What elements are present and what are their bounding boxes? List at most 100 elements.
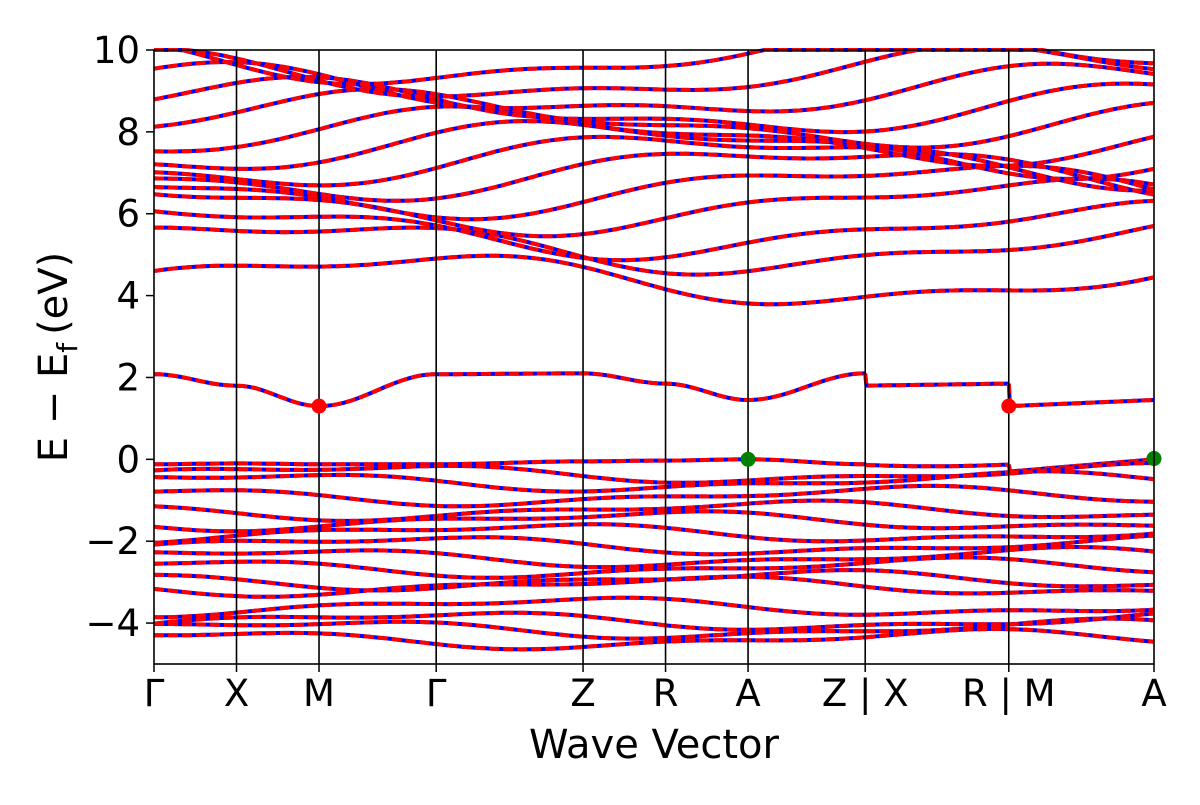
- band-line-red: [154, 619, 866, 641]
- band-line-red: [865, 248, 1009, 258]
- band-line-red: [1008, 557, 1154, 575]
- band-line-red: [865, 555, 1009, 565]
- y-tick-label: −2: [85, 520, 140, 563]
- band-line-red: [153, 253, 866, 307]
- band-line-red: [865, 621, 1009, 627]
- band-line-red: [153, 610, 866, 632]
- band-line-red: [1008, 275, 1155, 293]
- x-tick-label: M: [303, 672, 335, 715]
- band-line-red: [153, 87, 866, 146]
- band-line-red: [153, 574, 866, 599]
- y-axis-label-unit: (eV): [31, 252, 77, 335]
- band-line-red: [1008, 166, 1155, 181]
- band-line-red: [1008, 533, 1155, 550]
- band-line-red: [153, 192, 866, 239]
- band-line-red: [865, 608, 1009, 617]
- band-line-red: [1008, 48, 1154, 66]
- band-line-red: [865, 183, 1010, 200]
- band-edge-marker: [1001, 398, 1017, 414]
- band-line-red: [865, 99, 1010, 134]
- band-line-red: [153, 134, 866, 188]
- band-line-red: [865, 500, 1009, 518]
- band-line-red: [154, 225, 866, 277]
- band-line-red: [1008, 581, 1154, 589]
- x-tick-label: R: [653, 672, 679, 715]
- band-line-red: [1008, 545, 1155, 554]
- band-line-red: [865, 584, 1009, 596]
- band-line-red: [1008, 81, 1155, 103]
- y-tick-label: 0: [116, 438, 140, 481]
- band-line-red: [865, 534, 1009, 543]
- band-line-red: [154, 104, 866, 154]
- band-line-red: [1008, 223, 1155, 252]
- band-line-red: [154, 595, 866, 620]
- band-line-red: [1008, 163, 1155, 192]
- band-line-blue: [865, 99, 1010, 134]
- k-point-lines: [235, 50, 1010, 664]
- band-line-red: [1008, 461, 1154, 476]
- band-line-red: [153, 59, 866, 114]
- band-line-red: [865, 143, 1010, 176]
- y-tick-label: 4: [116, 275, 140, 318]
- band-line-red: [864, 462, 1009, 469]
- band-line-red: [864, 134, 1010, 150]
- x-tick-label: R | M: [962, 672, 1056, 715]
- band-line-red: [1008, 469, 1155, 482]
- x-tick-label: Γ: [144, 672, 165, 715]
- band-line-red: [1008, 522, 1154, 529]
- band-line-red: [863, 373, 1009, 388]
- band-line-red: [153, 463, 866, 485]
- x-tick-label: A: [735, 672, 760, 715]
- band-line-red: [153, 498, 866, 523]
- y-tick-label: 6: [116, 193, 140, 236]
- bands-layer: [153, 48, 1155, 652]
- band-line-red: [154, 630, 866, 652]
- band-line-red: [865, 627, 1009, 640]
- band-edge-marker: [311, 398, 327, 414]
- band-line-red: [1008, 100, 1155, 139]
- x-axis-label: Wave Vector: [529, 722, 780, 768]
- y-tick-label: 8: [116, 111, 140, 154]
- x-ticks: Γ X M Γ Z R A Z | X R | M A: [144, 664, 1167, 715]
- band-line-red: [153, 371, 866, 409]
- band-line-red: [1008, 61, 1155, 76]
- band-line-red: [865, 545, 1009, 551]
- band-edge-markers: [311, 398, 1162, 467]
- band-line-red: [153, 209, 866, 263]
- band-line-red: [153, 173, 866, 222]
- band-edge-marker: [740, 451, 756, 467]
- band-line-red: [1008, 157, 1155, 197]
- band-line-red: [865, 219, 1010, 232]
- band-line-red: [154, 48, 866, 87]
- band-line-red: [865, 470, 1009, 485]
- band-line-red: [865, 483, 1009, 493]
- band-line-red: [1008, 488, 1154, 504]
- y-tick-label: 2: [116, 356, 140, 399]
- band-line-red: [154, 48, 866, 99]
- band-line-red: [865, 568, 1010, 586]
- x-tick-label: A: [1141, 672, 1166, 715]
- band-line-red: [154, 457, 866, 467]
- band-line-red: [864, 146, 1009, 168]
- y-axis-label-main: E − E: [31, 353, 77, 463]
- y-ticks: −4 −2 0 2 4 6 8 10: [85, 29, 154, 645]
- band-line-red: [1008, 198, 1154, 224]
- band-line-red: [1008, 616, 1155, 627]
- y-tick-label: −4: [85, 602, 140, 645]
- band-line-red: [153, 472, 866, 494]
- y-axis-label-subscript: f: [51, 342, 84, 353]
- band-line-red: [1008, 588, 1154, 595]
- x-tick-label: Z: [570, 672, 595, 715]
- band-line-red: [1008, 512, 1155, 519]
- band-line-red: [154, 568, 866, 593]
- band-line-red: [153, 535, 866, 557]
- band-line-red: [153, 559, 866, 580]
- band-line-blue: [153, 253, 866, 307]
- x-tick-label: X: [224, 672, 249, 715]
- band-line-red: [1008, 627, 1155, 644]
- plot-frame: [153, 49, 1155, 665]
- band-line-red: [865, 288, 1009, 299]
- band-line-red: [153, 522, 866, 545]
